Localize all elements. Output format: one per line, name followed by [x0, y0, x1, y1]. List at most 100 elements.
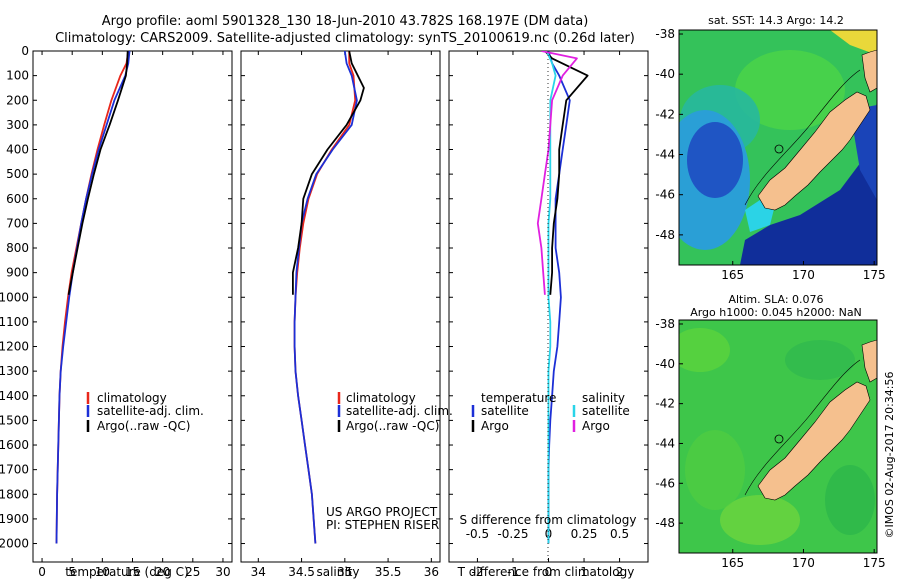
sla-patch-3: [785, 340, 855, 380]
map-x-tick-label: 175: [863, 268, 886, 282]
sla-map-title-line2: Argo h1000: 0.045 h2000: NaN: [690, 306, 862, 319]
x-tick-label: 5: [68, 565, 76, 579]
y-tick-label: 1700: [0, 463, 29, 477]
series-line-temperature-satellite: [547, 51, 571, 544]
map-y-tick-label: -46: [655, 188, 675, 202]
sla-patch-2: [720, 495, 800, 545]
x-tick-label: 34: [251, 565, 266, 579]
y-tick-label: 1100: [0, 315, 29, 329]
sst-map: [679, 30, 877, 265]
sst-argo-marker: [774, 144, 784, 154]
temperature-xlabel: temperature (deg C): [65, 565, 188, 579]
north-island-land: [861, 49, 877, 93]
map-x-tick-label: 165: [721, 268, 744, 282]
x-tick-label: 20: [155, 565, 170, 579]
legend-label-temp-satellite: satellite: [481, 404, 529, 418]
project-annotation-line2: PI: STEPHEN RISER: [326, 518, 439, 532]
project-annotation-line1: US ARGO PROJECT: [326, 505, 438, 519]
x-tick-label: 0: [38, 565, 46, 579]
y-tick-label: 700: [6, 216, 29, 230]
s-tick-label: -0.25: [497, 527, 528, 541]
series-line-argo-raw-qc-: [67, 51, 129, 295]
x-tick-label: 0: [545, 565, 553, 579]
map-y-tick-label: -44: [655, 148, 675, 162]
south-island-land: [757, 91, 871, 211]
salinity-axes: 34 34.5 35 35.5 36: [241, 50, 440, 579]
y-tick-label: 1200: [0, 340, 29, 354]
salinity-xlabel: salinity: [316, 565, 359, 579]
map-y-tick-label: -48: [655, 516, 675, 530]
x-tick-label: 15: [125, 565, 140, 579]
salinity-legend: climatology satellite-adj. clim. Argo(..…: [326, 391, 453, 532]
legend-group-temperature: temperature: [481, 391, 556, 405]
sst-warm-patch: [735, 50, 845, 130]
y-tick-label: 400: [6, 143, 29, 157]
north-island-land: [861, 339, 877, 383]
map-x-tick-label: 165: [721, 556, 744, 570]
legend-label-temp-argo: Argo: [481, 419, 509, 433]
map-y-tick-label: -46: [655, 476, 675, 490]
sst-depth-contour: [744, 69, 861, 206]
legend-label-sal-satellite: satellite: [582, 404, 630, 418]
s-tick-label: 0.25: [571, 527, 598, 541]
map-y-tick-label: -48: [655, 228, 675, 242]
x-tick-label: -1: [507, 565, 519, 579]
x-tick-label: 34.5: [288, 565, 315, 579]
y-tick-label: 900: [6, 266, 29, 280]
sla-patch-5: [825, 465, 875, 535]
x-tick-label: 10: [95, 565, 110, 579]
y-tick-label: 0: [21, 44, 29, 58]
legend-group-salinity: salinity: [582, 391, 625, 405]
sst-map-frame: [678, 29, 878, 266]
y-tick-label: 600: [6, 192, 29, 206]
difference-legend: temperature satellite Argo salinity sate…: [471, 391, 630, 433]
sla-map: [679, 320, 877, 553]
map-y-tick-label: -40: [655, 67, 675, 81]
sst-map-axes: 165 170 175 -38 -40 -42 -44 -46 -48: [655, 27, 885, 282]
series-line-temperature-argo: [544, 51, 589, 295]
map-x-tick-label: 170: [792, 268, 815, 282]
sla-patch-1: [679, 328, 730, 372]
map-y-tick-label: -38: [655, 27, 675, 41]
map-y-tick-label: -42: [655, 397, 675, 411]
y-tick-label: 800: [6, 241, 29, 255]
difference-xlabel: T difference from climatology: [457, 565, 635, 579]
sla-depth-contour: [744, 359, 861, 496]
figure-title-line1: Argo profile: aoml 5901328_130 18-Jun-20…: [102, 14, 589, 29]
x-tick-label: 25: [185, 565, 200, 579]
map-x-tick-label: 175: [863, 556, 886, 570]
sst-cold-eddy: [687, 122, 743, 198]
map-y-tick-label: -40: [655, 357, 675, 371]
series-line-climatology: [55, 51, 130, 544]
y-tick-label: 1400: [0, 389, 29, 403]
x-tick-label: 36: [424, 565, 439, 579]
legend-label-argo: Argo(..raw -QC): [346, 419, 439, 433]
legend-label-satellite: satellite-adj. clim.: [346, 404, 453, 418]
temperature-axes: 0 5 10 15 20 25 300100200300400500600700800900…: [0, 44, 232, 579]
sst-northeast-warm: [830, 30, 877, 55]
figure-title-line2: Climatology: CARS2009. Satellite-adjuste…: [55, 31, 635, 46]
series-line-salinity-argo: [536, 51, 578, 295]
legend-label-argo: Argo(..raw -QC): [97, 419, 190, 433]
sla-argo-marker: [774, 434, 784, 444]
x-tick-label: 35: [337, 565, 352, 579]
sla-map-frame: [678, 319, 878, 554]
y-tick-label: 500: [6, 167, 29, 181]
y-tick-label: 1500: [0, 413, 29, 427]
x-tick-label: -2: [471, 565, 483, 579]
y-tick-label: 1800: [0, 487, 29, 501]
temperature-panel-frame: [32, 50, 233, 563]
map-y-tick-label: -44: [655, 436, 675, 450]
y-tick-label: 1300: [0, 364, 29, 378]
temperature-series: [55, 51, 131, 544]
x-tick-label: 2: [616, 565, 624, 579]
sla-map-axes: 165 170 175 -38 -40 -42 -44 -46 -48: [655, 317, 885, 570]
sst-deep-cold-south: [740, 100, 877, 265]
sla-map-title-line1: Altim. SLA: 0.076: [728, 293, 823, 306]
sst-map-title: sat. SST: 14.3 Argo: 14.2: [708, 14, 844, 27]
series-line-argo-raw-qc-: [291, 51, 365, 295]
map-y-tick-label: -42: [655, 107, 675, 121]
y-tick-label: 1900: [0, 512, 29, 526]
map-x-tick-label: 170: [792, 556, 815, 570]
